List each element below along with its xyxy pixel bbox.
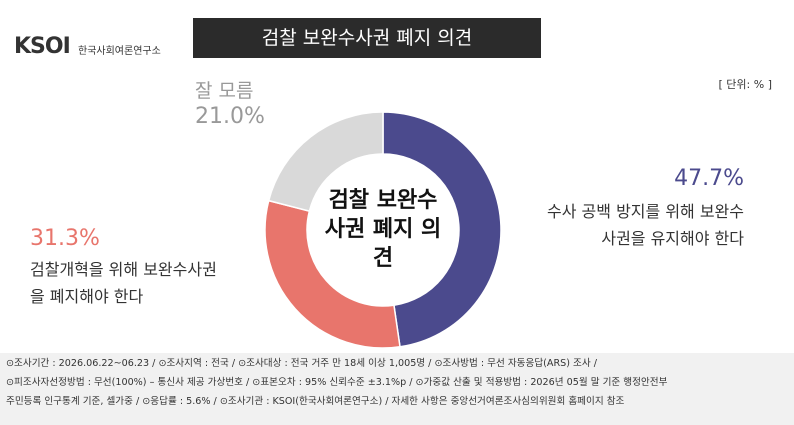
category-label: 수사 공백 방지를 위해 보완수사권을 유지해야 한다 (547, 202, 744, 248)
value-label: 21.0% (195, 104, 265, 129)
donut-chart (264, 111, 502, 349)
category-label: 잘 모름 (195, 80, 254, 102)
logo: KSOI (14, 34, 71, 59)
unit-label: [ 단위: % ] (718, 78, 772, 91)
footer-line: ⊙조사기간 : 2026.06.22~06.23 / ⊙조사지역 : 전국 / … (6, 358, 597, 369)
value-label: 31.3% (30, 226, 100, 251)
chart-title: 검찰 보완수사권 폐지 의견 (193, 18, 541, 58)
donut-slice (267, 111, 384, 213)
center-label: 검찰 보완수사권 폐지 의견 (324, 188, 442, 271)
footer-line: 주민등록 인구통계 기준, 셀가중 / ⊙응답률 : 5.6% / ⊙조사기관 … (6, 396, 625, 407)
logo-subtitle: 한국사회여론연구소 (78, 46, 161, 57)
donut-slice (382, 111, 502, 348)
footer-line: ⊙피조사자선정방법 : 무선(100%) – 통신사 제공 가상번호 / ⊙표본… (6, 377, 668, 388)
category-label: 검찰개혁을 위해 보완수사권을 폐지해야 한다 (30, 260, 217, 306)
value-label: 47.7% (674, 166, 744, 191)
footer: ⊙조사기간 : 2026.06.22~06.23 / ⊙조사지역 : 전국 / … (0, 353, 794, 425)
donut-slice (264, 199, 401, 349)
